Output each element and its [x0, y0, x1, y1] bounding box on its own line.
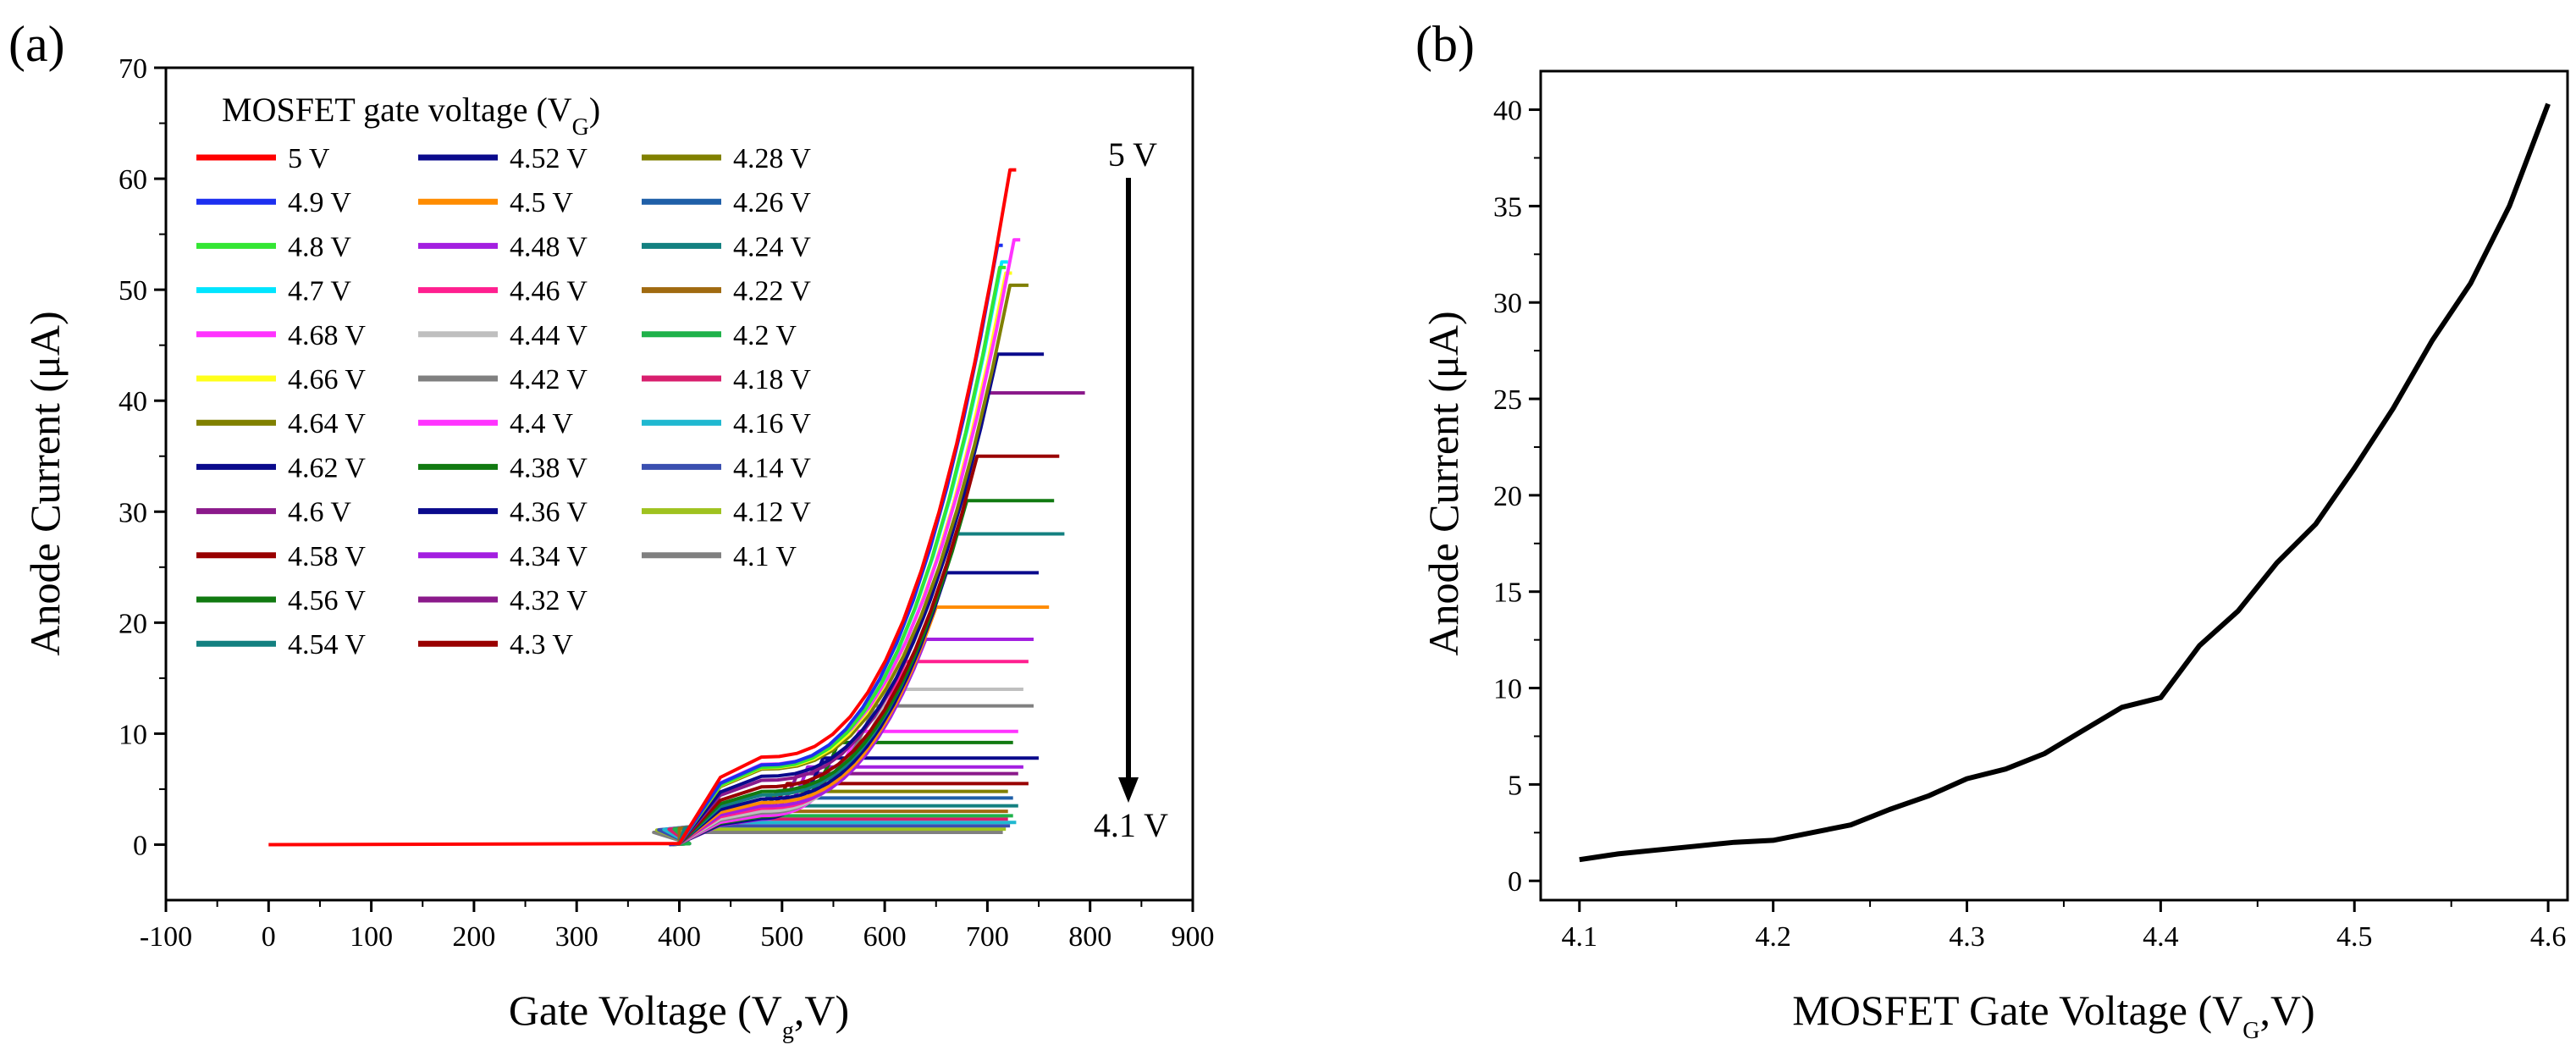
- x-tick-label: 600: [863, 921, 907, 953]
- legend-entry-label: 4.56 V: [288, 585, 366, 616]
- y-tick-label: 20: [1493, 481, 1522, 512]
- series-line: [652, 831, 1003, 847]
- panel-b-x-axis-title: MOSFET Gate Voltage (VG,V): [1792, 986, 2314, 1044]
- voltage-trend-arrow-head: [1118, 777, 1139, 803]
- legend-entry-label: 4.34 V: [510, 541, 587, 572]
- x-tick-label: 500: [760, 921, 803, 953]
- legend-entry-label: 4.36 V: [510, 497, 587, 528]
- y-tick-label: 0: [1508, 866, 1522, 898]
- legend-entry-label: 4.54 V: [288, 629, 366, 660]
- x-tick-label: 400: [658, 921, 701, 953]
- series-line: [669, 571, 1039, 847]
- x-tick-label: 100: [350, 921, 393, 953]
- y-tick-label: 20: [119, 608, 147, 639]
- arrow-bottom-label: 4.1 V: [1094, 806, 1168, 844]
- legend-entry-label: 4.32 V: [510, 585, 587, 616]
- x-tick-label: -100: [140, 921, 192, 953]
- x-tick-label: 700: [966, 921, 1009, 953]
- series-line: [268, 168, 1017, 847]
- x-tick-label: 800: [1068, 921, 1111, 953]
- panel-b-plot-frame: [1539, 69, 2569, 902]
- panel-b-label: (b): [1415, 16, 1475, 72]
- legend-entry-label: 4.52 V: [510, 143, 587, 174]
- y-tick-label: 30: [1493, 288, 1522, 319]
- panel-b-y-axis-title: Anode Current (μA): [1420, 311, 1467, 655]
- legend-entry-label: 4.28 V: [733, 143, 811, 174]
- legend-entry-label: 4.66 V: [288, 364, 366, 395]
- legend: 5 V 4.9 V 4.8 V 4.7 V 4.68 V 4.66 V 4.64 V 4.62…: [196, 143, 811, 660]
- panel-a-curves: [268, 168, 1085, 847]
- legend-entry-label: 4.68 V: [288, 320, 366, 351]
- y-tick-label: 5: [1508, 770, 1522, 801]
- y-tick-label: 50: [119, 275, 147, 307]
- legend-title: MOSFET gate voltage (VG): [222, 91, 600, 141]
- y-tick-label: 70: [119, 53, 147, 85]
- x-tick-label: 4.4: [2143, 921, 2179, 953]
- y-tick-label: 60: [119, 164, 147, 196]
- x-tick-label: 900: [1172, 921, 1215, 953]
- x-tick-label: 4.3: [1949, 921, 1985, 953]
- y-tick-label: 10: [119, 719, 147, 750]
- legend-entry-label: 4.26 V: [733, 187, 811, 218]
- legend-entry-label: 4.5 V: [510, 187, 573, 218]
- arrow-top-label: 5 V: [1108, 135, 1157, 174]
- series-line: [669, 238, 1021, 847]
- legend-entry-label: 4.12 V: [733, 497, 811, 528]
- legend-entry-label: 4.16 V: [733, 408, 811, 439]
- legend-entry-label: 4.2 V: [733, 320, 797, 351]
- y-tick-label: 15: [1493, 578, 1522, 609]
- legend-entry-label: 4.6 V: [288, 497, 351, 528]
- legend-entry-label: 4.62 V: [288, 452, 366, 484]
- panel-b: (b) 4.1 4.2 4.3 4.4 4.5 4.6 0 5 10 15 20 25 30 35 40 A…: [1415, 16, 2569, 1044]
- x-tick-label: 4.2: [1755, 921, 1791, 953]
- x-tick-label: 4.5: [2336, 921, 2373, 953]
- series-line: [669, 499, 1055, 847]
- panel-a-x-axis-title: Gate Voltage (Vg,V): [509, 986, 849, 1044]
- legend-entry-label: 4.14 V: [733, 452, 811, 484]
- panel-b-curves: [1579, 102, 2551, 863]
- legend-entry-label: 5 V: [288, 143, 330, 174]
- y-tick-label: 10: [1493, 674, 1522, 705]
- x-tick-label: 0: [262, 921, 276, 953]
- panel-b-ticks: 4.1 4.2 4.3 4.4 4.5 4.6 0 5 10 15 20 25 30 35 40: [1493, 96, 2566, 953]
- panel-a: (a) -100 0 100 200 300 400 500 600 700 800 900 0 10 2…: [8, 16, 1215, 1044]
- series-line: [669, 265, 1007, 847]
- y-tick-label: 0: [133, 830, 147, 861]
- legend-entry-label: 4.44 V: [510, 320, 587, 351]
- legend-entry-label: 4.58 V: [288, 541, 366, 572]
- legend-entry-label: 4.46 V: [510, 276, 587, 307]
- panel-a-ticks: -100 0 100 200 300 400 500 600 700 800 900 0 10 20 30 4…: [119, 53, 1215, 953]
- x-tick-label: 300: [555, 921, 598, 953]
- y-tick-label: 30: [119, 497, 147, 528]
- legend-entry-label: 4.42 V: [510, 364, 587, 395]
- y-tick-label: 35: [1493, 191, 1522, 223]
- panel-a-y-axis-title: Anode Current (μA): [21, 311, 69, 655]
- x-tick-label: 200: [452, 921, 495, 953]
- series-line: [1579, 102, 2551, 863]
- x-tick-label: 4.6: [2530, 921, 2567, 953]
- legend-entry-label: 4.8 V: [288, 231, 351, 262]
- series-line: [669, 454, 1060, 847]
- legend-entry-label: 4.48 V: [510, 231, 587, 262]
- legend-entry-label: 4.9 V: [288, 187, 351, 218]
- legend-entry-label: 4.4 V: [510, 408, 573, 439]
- panel-a-label: (a): [8, 16, 65, 72]
- legend-entry-label: 4.64 V: [288, 408, 366, 439]
- legend-entry-label: 4.18 V: [733, 364, 811, 395]
- legend-entry-label: 4.1 V: [733, 541, 797, 572]
- y-tick-label: 40: [1493, 96, 1522, 127]
- y-tick-label: 40: [119, 386, 147, 417]
- legend-entry-label: 4.7 V: [288, 276, 351, 307]
- legend-entry-label: 4.3 V: [510, 629, 573, 660]
- x-tick-label: 4.1: [1562, 921, 1598, 953]
- legend-entry-label: 4.24 V: [733, 231, 811, 262]
- legend-entry-label: 4.38 V: [510, 452, 587, 484]
- legend-entry-label: 4.22 V: [733, 276, 811, 307]
- y-tick-label: 25: [1493, 384, 1522, 416]
- series-line: [669, 352, 1045, 847]
